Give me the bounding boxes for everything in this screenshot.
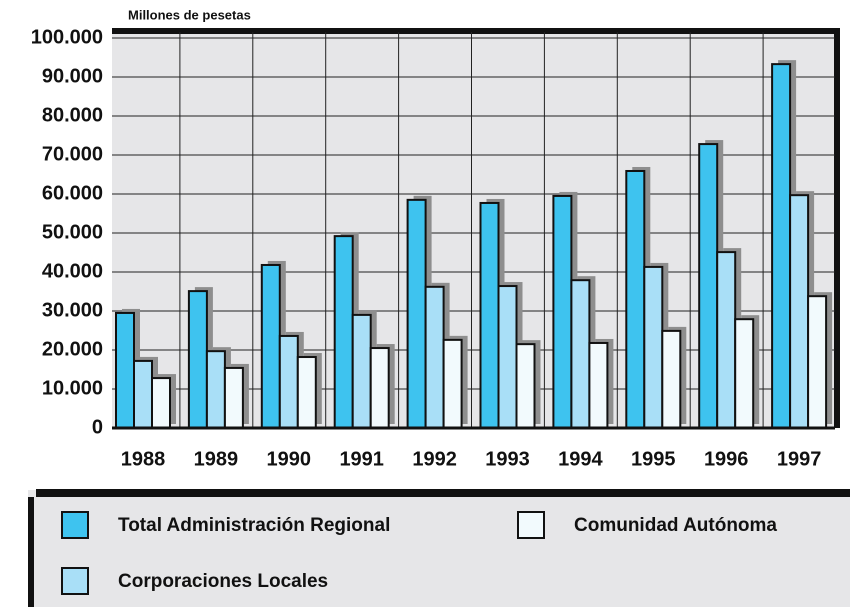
plot-frame-right <box>834 28 840 428</box>
y-tick-label: 40.000 <box>42 260 103 282</box>
x-tick-label: 1988 <box>121 448 166 470</box>
chart-title: Millones de pesetas <box>128 7 251 22</box>
legend-swatch <box>517 511 545 539</box>
bar <box>187 290 208 429</box>
bar <box>552 194 573 429</box>
x-tick-label: 1994 <box>558 448 603 470</box>
bar <box>698 143 719 430</box>
bar <box>151 377 171 429</box>
bar <box>260 263 281 430</box>
y-tick-label: 100.000 <box>31 26 103 48</box>
x-tick-label: 1991 <box>339 448 384 470</box>
x-tick-label: 1995 <box>631 448 676 470</box>
bar <box>588 341 609 430</box>
y-tick-label: 0 <box>92 416 103 438</box>
bar <box>625 169 646 430</box>
bar <box>515 343 536 429</box>
bar <box>716 251 737 429</box>
bar <box>661 329 682 430</box>
legend-swatch <box>61 511 89 539</box>
x-tick-label: 1997 <box>777 448 822 470</box>
y-tick-label: 60.000 <box>42 182 103 204</box>
legend-label: Total Administración Regional <box>118 515 390 536</box>
bar <box>570 279 591 429</box>
bar <box>223 366 244 430</box>
bar <box>479 201 500 429</box>
y-tick-label: 80.000 <box>42 104 103 126</box>
y-tick-label: 30.000 <box>42 299 103 321</box>
legend-label: Corporaciones Locales <box>118 571 328 592</box>
bar <box>424 285 445 429</box>
bar <box>351 313 372 429</box>
x-tick-label: 1990 <box>267 448 312 470</box>
x-tick-label: 1992 <box>412 448 457 470</box>
bar <box>771 63 792 429</box>
bar <box>789 194 810 429</box>
x-tick-label: 1993 <box>485 448 530 470</box>
legend-swatch <box>61 567 89 595</box>
x-tick-label: 1996 <box>704 448 749 470</box>
bar <box>442 338 463 429</box>
y-tick-label: 70.000 <box>42 143 103 165</box>
bar <box>406 198 427 429</box>
bar <box>643 265 664 429</box>
bar <box>497 285 518 430</box>
plot-frame-top <box>112 28 840 34</box>
x-tick-label: 1989 <box>194 448 239 470</box>
bar <box>205 350 226 430</box>
bar <box>133 359 153 430</box>
legend-frame-top <box>36 489 850 497</box>
bar <box>369 347 390 429</box>
bar <box>296 356 317 429</box>
bar <box>734 318 755 429</box>
legend-label: Comunidad Autónoma <box>574 515 777 536</box>
legend-frame-left <box>28 497 34 607</box>
y-tick-label: 50.000 <box>42 221 103 243</box>
bar <box>807 295 828 429</box>
bar <box>278 334 299 429</box>
y-tick-label: 20.000 <box>42 338 103 360</box>
legend-background <box>28 490 850 607</box>
bar <box>333 235 354 429</box>
y-tick-label: 90.000 <box>42 65 103 87</box>
y-tick-label: 10.000 <box>42 377 103 399</box>
bar <box>115 311 135 430</box>
